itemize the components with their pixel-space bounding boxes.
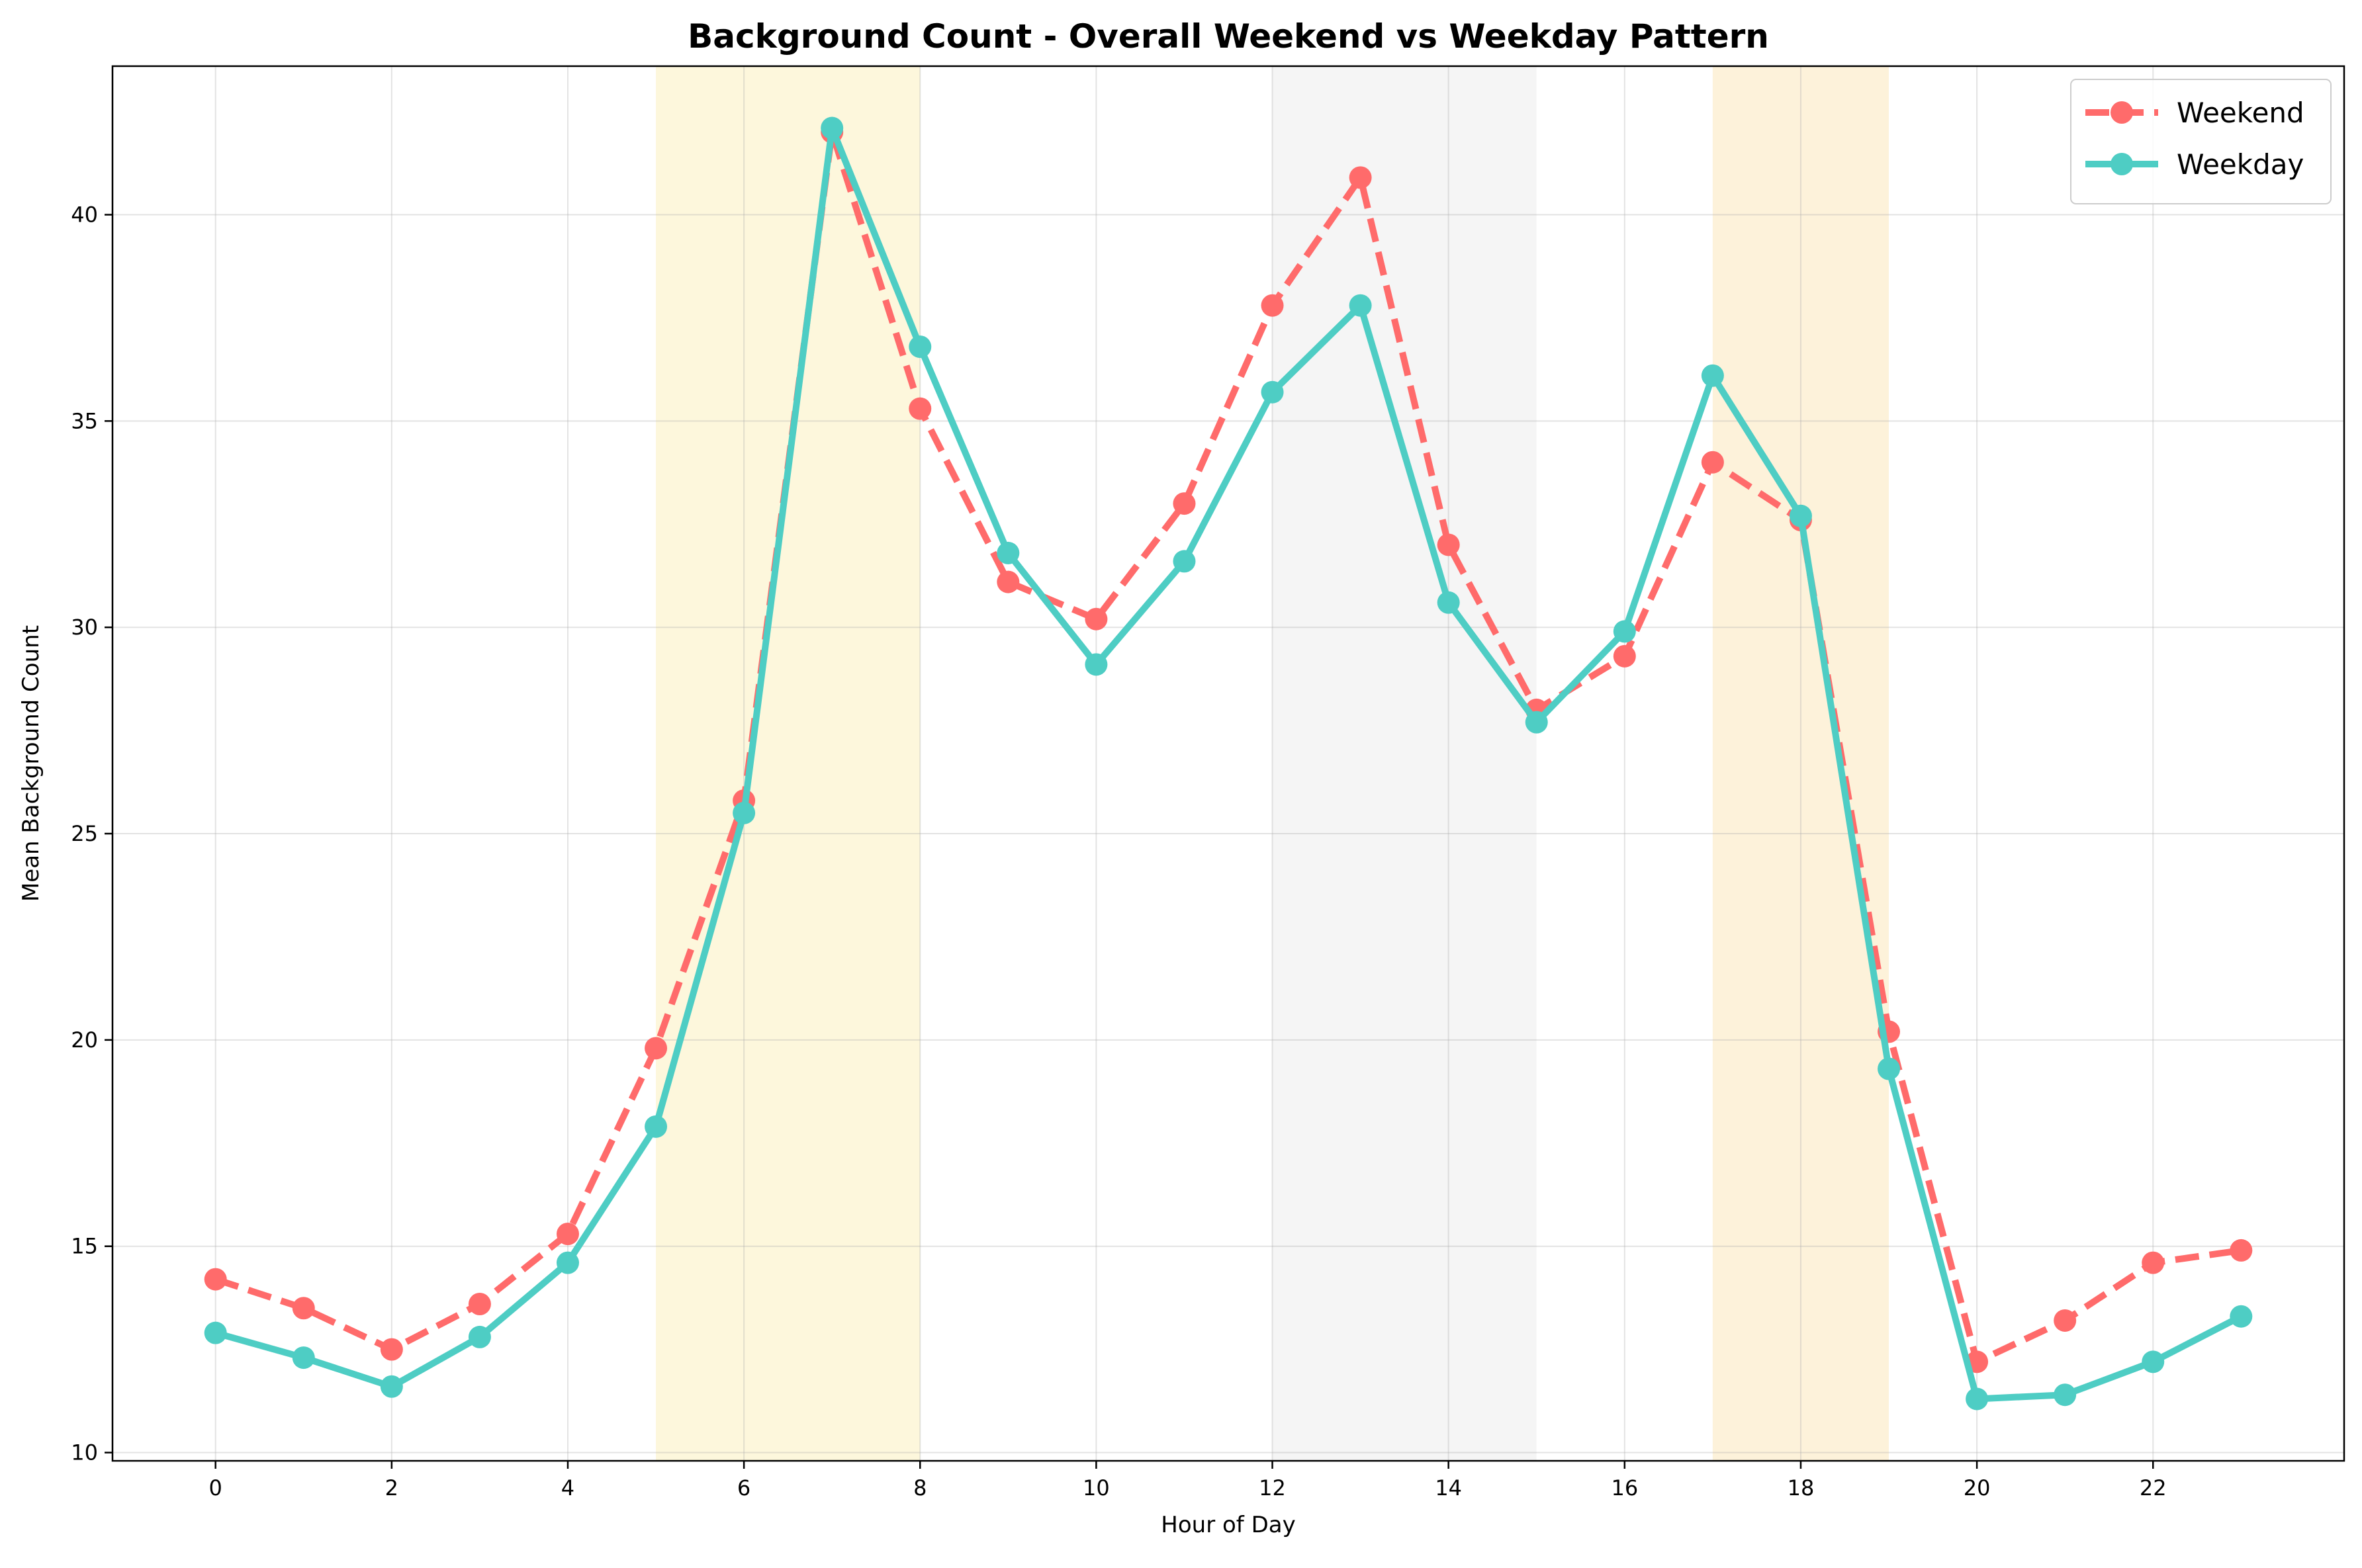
data-point-weekend bbox=[1261, 294, 1284, 317]
x-tick-label: 0 bbox=[209, 1475, 222, 1501]
data-point-weekday bbox=[380, 1375, 403, 1398]
x-axis-label: Hour of Day bbox=[1161, 1512, 1295, 1538]
x-tick-label: 12 bbox=[1259, 1475, 1286, 1501]
series-line-weekend bbox=[214, 128, 2242, 1366]
shaded-band-1 bbox=[1272, 66, 1537, 1461]
grid-lines bbox=[113, 66, 2344, 1461]
y-tick-label: 30 bbox=[71, 615, 98, 640]
data-point-weekend bbox=[468, 1293, 491, 1316]
data-point-weekend bbox=[997, 570, 1020, 593]
y-tick-label: 40 bbox=[71, 202, 98, 228]
y-tick-label: 20 bbox=[71, 1027, 98, 1053]
data-point-weekday bbox=[2054, 1383, 2077, 1407]
shaded-band-0 bbox=[656, 66, 921, 1461]
data-point-weekday bbox=[1085, 653, 1108, 676]
data-point-weekday bbox=[821, 116, 844, 140]
x-tick-label: 14 bbox=[1435, 1475, 1462, 1501]
y-tick-label: 25 bbox=[71, 821, 98, 846]
data-point-weekday bbox=[997, 541, 1020, 564]
x-tick-label: 2 bbox=[385, 1475, 398, 1501]
x-tick-label: 22 bbox=[2140, 1475, 2167, 1501]
data-point-weekend bbox=[2230, 1239, 2253, 1262]
x-tick-label: 18 bbox=[1788, 1475, 1815, 1501]
x-tick-label: 6 bbox=[737, 1475, 750, 1501]
data-point-weekday bbox=[1789, 504, 1812, 527]
data-point-weekend bbox=[556, 1222, 579, 1245]
legend-label-weekend: Weekend bbox=[2177, 97, 2304, 129]
data-point-weekday bbox=[1261, 380, 1284, 404]
data-point-weekday bbox=[2142, 1350, 2165, 1373]
shaded-band-2 bbox=[1712, 66, 1889, 1461]
y-tick-label: 15 bbox=[71, 1234, 98, 1259]
data-point-weekday bbox=[1349, 294, 1372, 317]
data-point-weekend bbox=[2142, 1251, 2165, 1274]
data-point-weekday bbox=[2230, 1305, 2253, 1328]
data-point-weekend bbox=[292, 1297, 315, 1320]
legend-marker-weekend bbox=[2111, 101, 2133, 124]
data-point-weekday bbox=[1173, 550, 1196, 573]
data-point-weekday bbox=[1701, 364, 1724, 387]
x-tick-label: 8 bbox=[913, 1475, 927, 1501]
data-point-weekend bbox=[909, 397, 932, 420]
data-point-weekend bbox=[380, 1338, 403, 1361]
y-tick-label: 35 bbox=[71, 408, 98, 433]
x-tick-label: 20 bbox=[1964, 1475, 1991, 1501]
data-point-weekday bbox=[1966, 1387, 1989, 1411]
data-point-weekend bbox=[1085, 607, 1108, 631]
series-weekend bbox=[204, 120, 2253, 1373]
series-weekday bbox=[204, 116, 2253, 1411]
data-point-weekend bbox=[1701, 451, 1724, 474]
data-point-weekday bbox=[645, 1115, 668, 1138]
y-tick-label: 10 bbox=[71, 1440, 98, 1465]
data-point-weekday bbox=[468, 1325, 491, 1348]
data-point-weekend bbox=[1613, 644, 1636, 668]
data-point-weekday bbox=[909, 335, 932, 359]
data-point-weekday bbox=[204, 1321, 227, 1344]
plot-frame bbox=[111, 65, 2345, 1462]
series-line-weekday bbox=[214, 124, 2243, 1403]
data-point-weekday bbox=[1437, 591, 1460, 614]
y-axis-label: Mean Background Count bbox=[18, 625, 44, 902]
legend-marker-weekday bbox=[2111, 153, 2133, 175]
axis-ticks: 0 2 4 6 8 10 12 14 16 18 20 22 10 15 20 25 30 35 40 bbox=[71, 202, 2166, 1501]
shaded-bands bbox=[656, 66, 1889, 1461]
chart-title: Background Count - Overall Weekend vs We… bbox=[688, 17, 1769, 56]
data-point-weekday bbox=[1613, 620, 1636, 643]
data-point-weekday bbox=[292, 1346, 315, 1370]
data-point-weekend bbox=[1173, 492, 1196, 515]
data-point-weekday bbox=[1525, 711, 1548, 734]
data-point-weekend bbox=[204, 1268, 227, 1291]
legend-label-weekday: Weekday bbox=[2177, 148, 2304, 181]
data-point-weekday bbox=[733, 801, 756, 824]
x-tick-label: 16 bbox=[1611, 1475, 1638, 1501]
x-tick-label: 4 bbox=[561, 1475, 574, 1501]
x-tick-label: 10 bbox=[1083, 1475, 1110, 1501]
data-point-weekday bbox=[556, 1251, 579, 1274]
data-point-weekend bbox=[2054, 1309, 2077, 1332]
data-point-weekday bbox=[1878, 1057, 1901, 1080]
legend: Weekend Weekday bbox=[2070, 79, 2332, 204]
data-point-weekend bbox=[645, 1037, 668, 1060]
data-point-weekend bbox=[1437, 533, 1460, 556]
data-point-weekend bbox=[1349, 166, 1372, 189]
series-layer bbox=[204, 116, 2253, 1411]
